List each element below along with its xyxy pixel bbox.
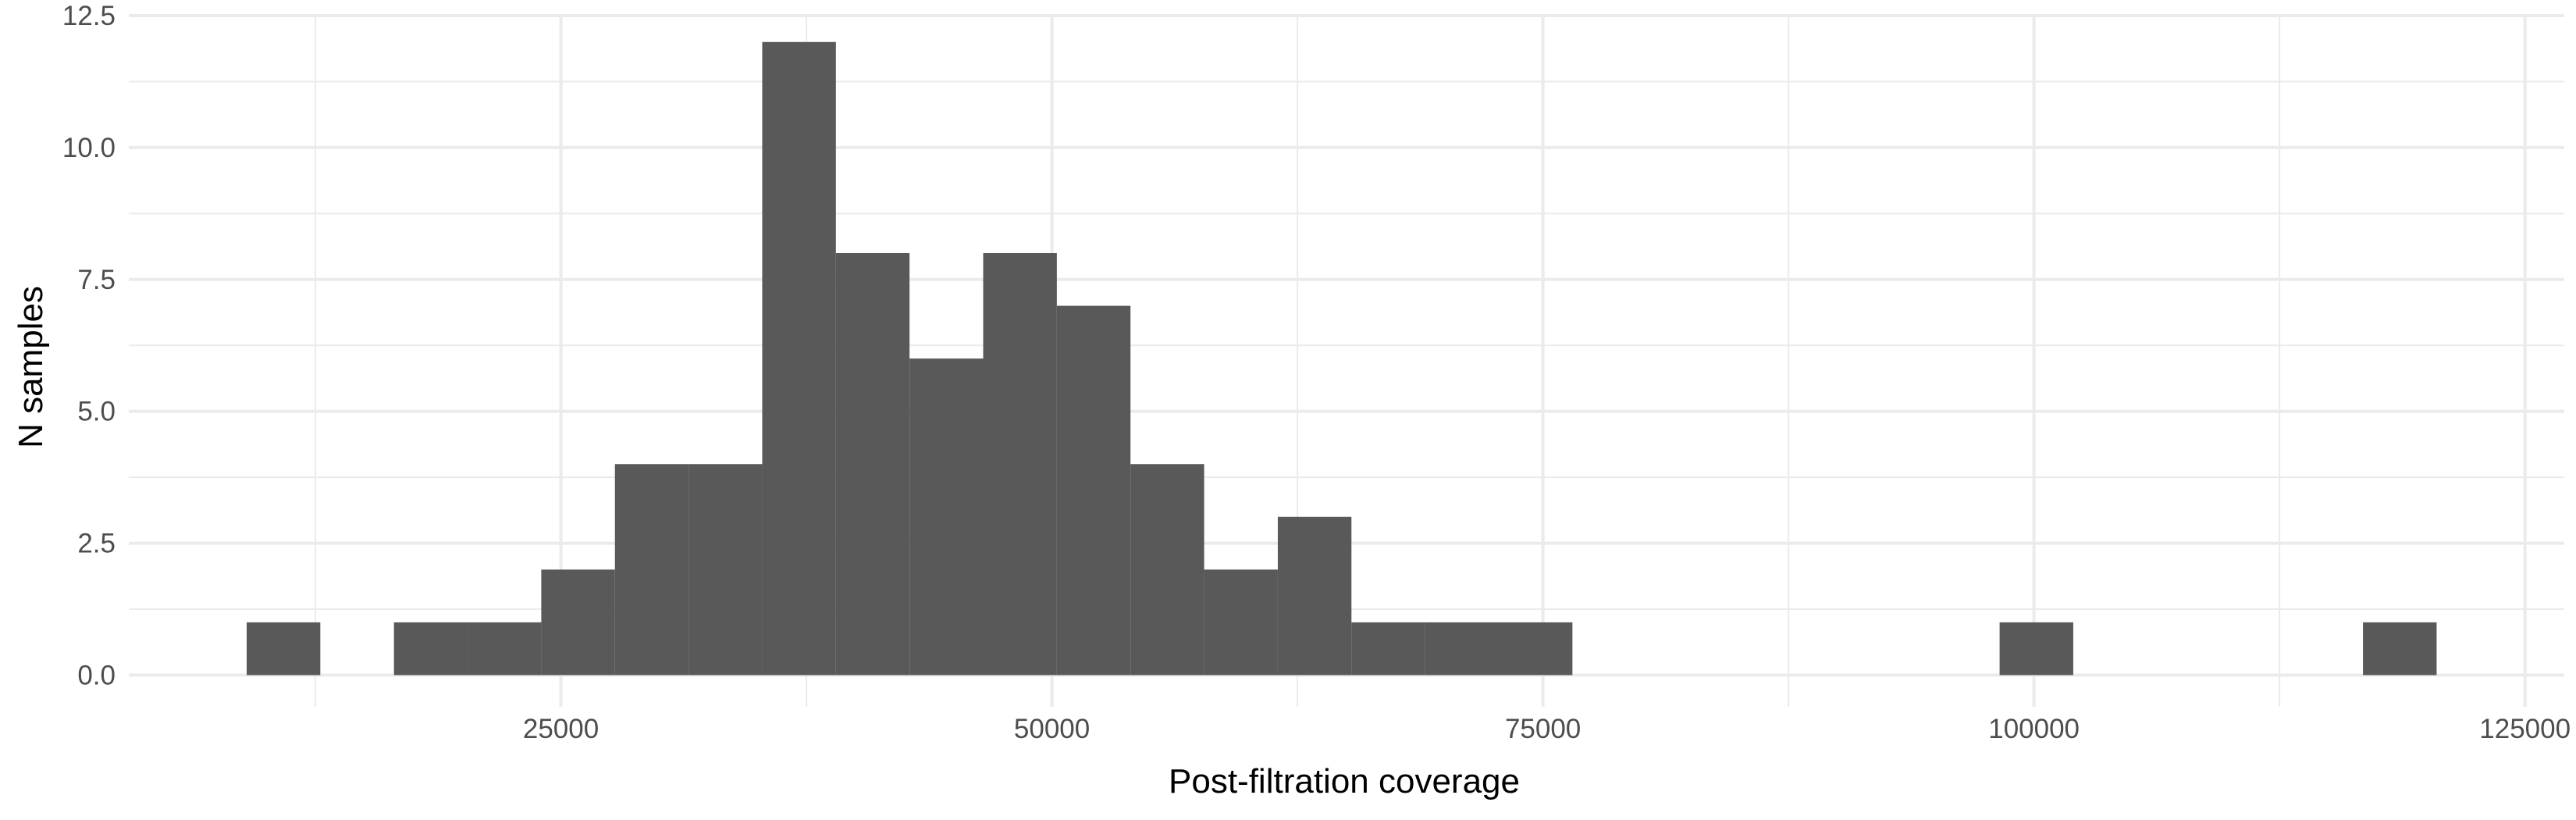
histogram-bar xyxy=(2363,622,2437,676)
histogram-bar xyxy=(1277,516,1352,676)
histogram-bar xyxy=(393,622,468,676)
histogram-bar xyxy=(1204,569,1278,676)
x-tick-label: 75000 xyxy=(1505,714,1581,744)
histogram-bar xyxy=(688,464,763,676)
y-tick-label: 0.0 xyxy=(77,660,116,690)
histogram-bar xyxy=(1499,622,1573,676)
histogram-bar xyxy=(246,622,321,676)
histogram-bar xyxy=(909,358,984,676)
histogram-bar xyxy=(1425,622,1499,676)
histogram-bar xyxy=(762,41,836,676)
x-tick-label: 100000 xyxy=(1988,714,2080,744)
y-tick-label: 5.0 xyxy=(77,397,116,427)
x-tick-label: 125000 xyxy=(2479,714,2571,744)
histogram-bar xyxy=(1351,622,1425,676)
histogram-bar xyxy=(1999,622,2073,676)
y-axis-ticks: 0.0 2.5 5.0 7.5 10.0 12.5 xyxy=(62,1,116,690)
y-axis-title: N samples xyxy=(12,286,50,448)
histogram-bar xyxy=(541,569,615,676)
y-tick-label: 2.5 xyxy=(77,529,116,559)
x-tick-label: 50000 xyxy=(1014,714,1090,744)
histogram-bar xyxy=(1056,305,1131,676)
histogram-bar xyxy=(614,464,689,676)
histogram-bar xyxy=(1130,464,1204,676)
x-axis-title: Post-filtration coverage xyxy=(1169,762,1520,800)
x-tick-label: 25000 xyxy=(523,714,599,744)
histogram-bars xyxy=(246,41,2437,676)
histogram-bar xyxy=(983,253,1057,676)
y-tick-label: 12.5 xyxy=(62,1,116,31)
histogram-bar xyxy=(835,253,910,676)
histogram-bar xyxy=(468,622,542,676)
y-tick-label: 10.0 xyxy=(62,133,116,163)
y-tick-label: 7.5 xyxy=(77,265,116,295)
x-axis-ticks: 25000 50000 75000 100000 125000 xyxy=(523,714,2571,744)
